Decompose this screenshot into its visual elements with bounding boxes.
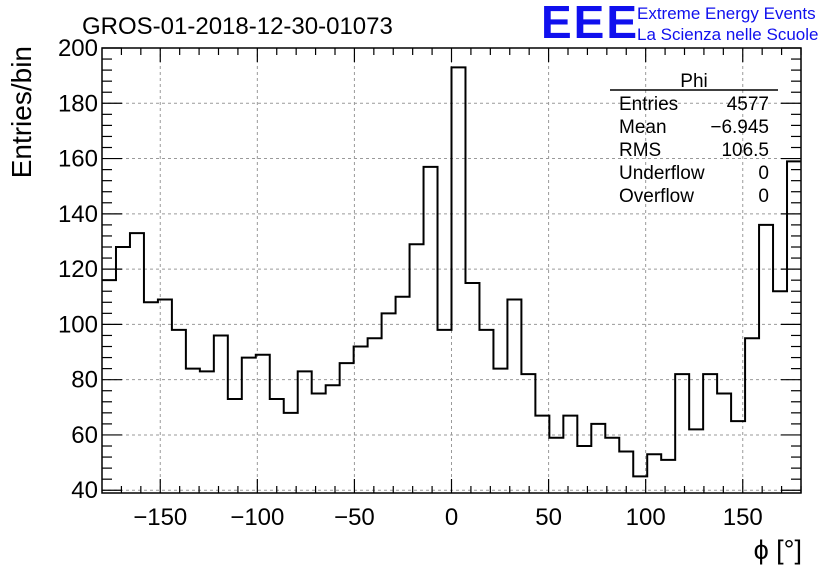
histogram-bin <box>661 460 675 493</box>
x-tick-label: 50 <box>535 504 562 531</box>
histogram-bin <box>186 369 200 493</box>
histogram-bin <box>787 161 801 493</box>
histogram-bin <box>242 358 256 493</box>
stats-label-mean: Mean <box>619 117 667 138</box>
histogram-bin <box>535 416 549 493</box>
histogram-bin <box>200 371 214 493</box>
stats-value-underflow: 0 <box>758 163 769 184</box>
histogram-bin <box>717 393 731 493</box>
histogram-bin <box>130 233 144 493</box>
histogram-bin <box>368 338 382 493</box>
stats-box: Phi Entries 4577 Mean −6.945 RMS 106.5 U… <box>610 71 778 207</box>
histogram-outline <box>102 66 801 478</box>
histogram-bin <box>479 330 493 493</box>
stats-label-entries: Entries <box>619 94 678 115</box>
x-axis-label: ϕ [°] <box>754 535 802 565</box>
histogram-bin <box>326 385 340 493</box>
histogram-bin <box>396 297 410 493</box>
project-name: Extreme Energy Events <box>637 4 816 23</box>
histogram-bin <box>452 67 466 493</box>
histogram-bin <box>703 374 717 493</box>
eee-logo: EEE <box>541 0 639 48</box>
stats-value-overflow: 0 <box>758 186 769 207</box>
histogram-bin <box>438 330 452 493</box>
histogram-bin <box>773 291 787 493</box>
histogram-bin <box>465 283 479 493</box>
x-tick-label: 100 <box>626 504 666 531</box>
histogram-bin <box>354 347 368 493</box>
histogram-bin <box>284 413 298 493</box>
stats-label-rms: RMS <box>619 140 661 161</box>
y-tick-label: 40 <box>71 477 98 504</box>
histogram-bin <box>745 338 759 493</box>
histogram-bin <box>228 399 242 493</box>
y-axis-label: Entries/bin <box>6 46 37 178</box>
histogram-bin <box>605 438 619 493</box>
histogram-bin <box>493 369 507 493</box>
stats-label-overflow: Overflow <box>619 186 694 207</box>
x-tick-label: −150 <box>133 504 187 531</box>
histogram-bin <box>675 374 689 493</box>
project-subtitle: La Scienza nelle Scuole <box>637 25 818 44</box>
histogram-bin <box>507 300 521 493</box>
y-tick-label: 160 <box>58 146 98 173</box>
histogram-bin <box>340 363 354 493</box>
histogram-bin <box>256 355 270 493</box>
histogram-bin <box>521 374 535 493</box>
histogram-bars <box>102 66 801 493</box>
y-tick-label: 80 <box>71 367 98 394</box>
axis-ticks <box>102 47 802 493</box>
histogram-bin <box>298 371 312 493</box>
histogram-bin <box>410 244 424 493</box>
histogram-bin <box>158 300 172 493</box>
y-tick-label: 120 <box>58 256 98 283</box>
y-tick-label: 100 <box>58 311 98 338</box>
histogram-bin <box>270 399 284 493</box>
y-tick-labels: 40 60 80 100 120 140 160 180 200 <box>58 35 98 504</box>
stats-label-underflow: Underflow <box>619 163 705 184</box>
histogram-bin <box>759 225 773 493</box>
x-tick-label: −100 <box>230 504 284 531</box>
x-tick-label: 150 <box>723 504 763 531</box>
x-tick-labels: −150 −100 −50 0 50 100 150 <box>133 504 763 531</box>
histogram-bin <box>102 280 116 493</box>
y-tick-label: 140 <box>58 201 98 228</box>
y-tick-label: 200 <box>58 35 98 62</box>
histogram-bin <box>549 438 563 493</box>
histogram-bin <box>563 416 577 493</box>
x-tick-label: 0 <box>445 504 458 531</box>
histogram-bin <box>214 335 228 493</box>
histogram-bin <box>116 247 130 493</box>
histogram-bin <box>144 302 158 493</box>
histogram-bin <box>577 446 591 493</box>
y-tick-label: 60 <box>71 422 98 449</box>
stats-title: Phi <box>680 71 707 92</box>
histogram-bin <box>382 313 396 493</box>
histogram-bin <box>689 429 703 493</box>
x-tick-label: −50 <box>334 504 375 531</box>
y-tick-label: 180 <box>58 90 98 117</box>
histogram-bin <box>591 424 605 493</box>
stats-value-entries: 4577 <box>727 94 769 115</box>
histogram-bin <box>172 330 186 493</box>
histogram-bin <box>647 454 661 493</box>
stats-value-rms: 106.5 <box>721 140 769 161</box>
histogram-bin <box>424 167 438 493</box>
run-title: GROS-01-2018-12-30-01073 <box>82 13 393 40</box>
histogram-bin <box>312 393 326 493</box>
stats-value-mean: −6.945 <box>710 117 769 138</box>
